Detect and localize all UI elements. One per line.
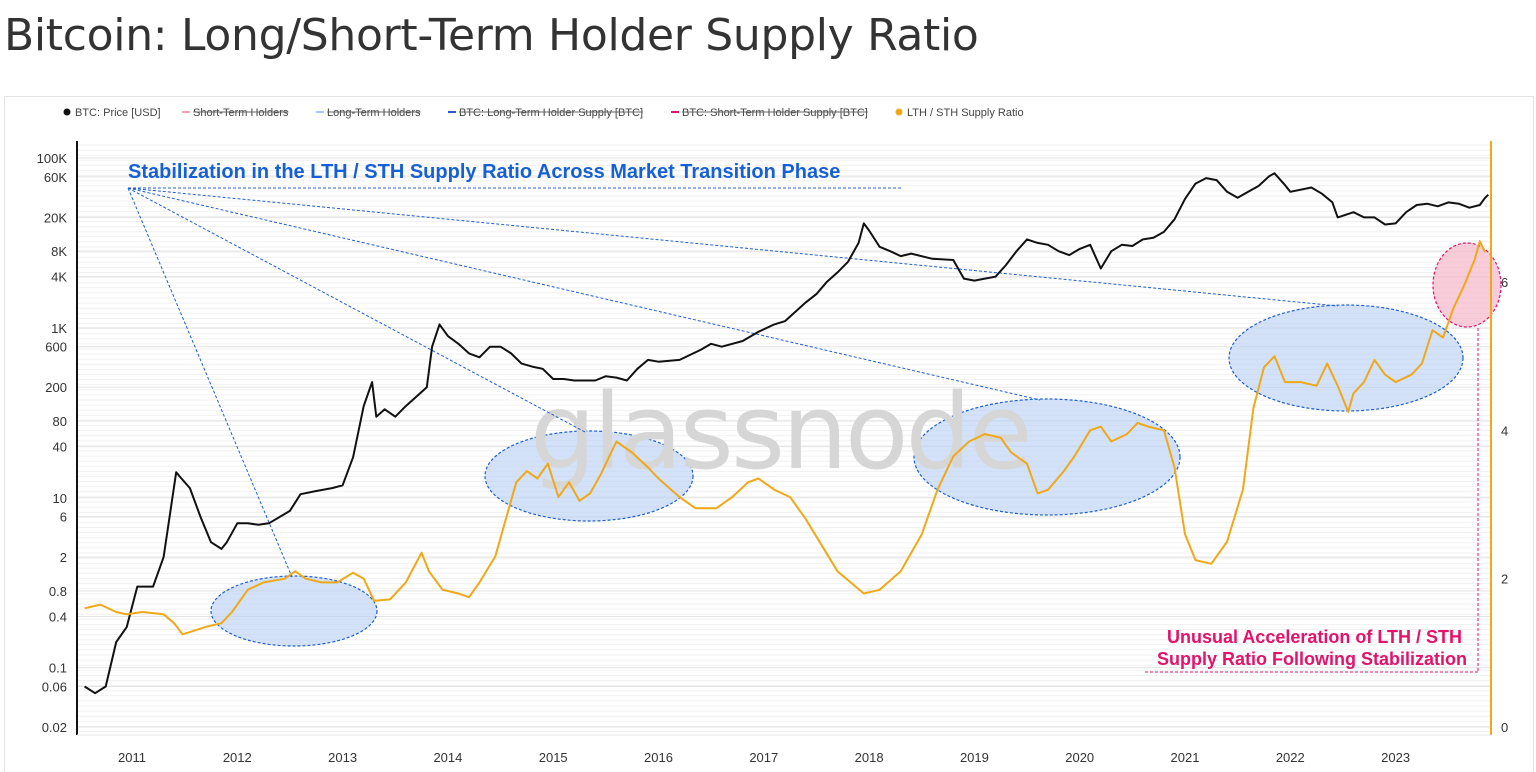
legend-item[interactable]: Short-Term Holders bbox=[182, 107, 289, 119]
x-tick-label: 2013 bbox=[328, 750, 357, 765]
highlight-ellipse-2023 bbox=[1432, 242, 1502, 328]
acceleration-annotation-line2: Supply Ratio Following Stabilization bbox=[1157, 649, 1467, 669]
pointer-line-2015 bbox=[127, 187, 586, 433]
left-tick-label: 6 bbox=[60, 510, 67, 525]
legend-marker-icon bbox=[895, 108, 903, 116]
left-tick-label: 2 bbox=[60, 550, 67, 565]
x-tick-label: 2022 bbox=[1276, 750, 1305, 765]
left-tick-label: 0.1 bbox=[49, 661, 67, 676]
left-tick-label: 80 bbox=[53, 414, 67, 429]
grid bbox=[78, 144, 1490, 732]
right-tick-label: 0 bbox=[1501, 720, 1508, 735]
pointer-line-2019 bbox=[127, 187, 1041, 401]
left-tick-label: 0.8 bbox=[49, 584, 67, 599]
highlight-ellipse-2012 bbox=[210, 575, 378, 647]
legend-label: LTH / STH Supply Ratio bbox=[907, 107, 1024, 119]
x-tick-label: 2021 bbox=[1171, 750, 1200, 765]
x-tick-label: 2017 bbox=[749, 750, 778, 765]
right-tick-label: 2 bbox=[1501, 572, 1508, 587]
x-tick-label: 2012 bbox=[223, 750, 252, 765]
legend-label: BTC: Short-Term Holder Supply [BTC] bbox=[682, 107, 868, 119]
x-tick-label: 2014 bbox=[433, 750, 462, 765]
annotation-pointer-lines bbox=[127, 187, 1339, 578]
x-tick-label: 2019 bbox=[960, 750, 989, 765]
x-tick-label: 2016 bbox=[644, 750, 673, 765]
legend-item[interactable]: BTC: Short-Term Holder Supply [BTC] bbox=[671, 107, 868, 119]
chart-frame bbox=[4, 96, 1534, 772]
axes bbox=[76, 141, 1492, 736]
right-axis-ticks: 0 2 4 6 bbox=[1501, 275, 1508, 735]
left-tick-label: 40 bbox=[53, 440, 67, 455]
pointer-line-2022 bbox=[127, 187, 1339, 307]
legend-item[interactable]: Long-Term Holders bbox=[316, 107, 421, 119]
left-tick-label: 100K bbox=[37, 151, 68, 166]
left-tick-label: 600 bbox=[45, 340, 67, 355]
watermark: glassnode bbox=[530, 371, 1030, 493]
x-tick-label: 2018 bbox=[855, 750, 884, 765]
legend-label: Long-Term Holders bbox=[327, 107, 421, 119]
x-axis-ticks: 2011 2012 2013 2014 2015 2016 2017 2018 2019 2020… bbox=[118, 750, 1410, 765]
legend-marker-icon bbox=[63, 108, 71, 116]
right-tick-label: 4 bbox=[1501, 423, 1508, 438]
x-tick-label: 2015 bbox=[539, 750, 568, 765]
legend-label: BTC: Long-Term Holder Supply [BTC] bbox=[459, 107, 643, 119]
left-tick-label: 200 bbox=[45, 380, 67, 395]
acceleration-annotation-line1: Unusual Acceleration of LTH / STH bbox=[1167, 627, 1462, 647]
legend-label: Short-Term Holders bbox=[193, 107, 289, 119]
left-tick-label: 60K bbox=[44, 170, 67, 185]
highlight-ellipse-2015 bbox=[484, 430, 694, 522]
legend-label: BTC: Price [USD] bbox=[75, 107, 161, 119]
page-title: Bitcoin: Long/Short-Term Holder Supply R… bbox=[4, 10, 979, 61]
x-tick-label: 2011 bbox=[118, 750, 146, 765]
legend-item[interactable]: LTH / STH Supply Ratio bbox=[895, 107, 1024, 119]
pointer-line-2012 bbox=[127, 187, 293, 578]
series-layer bbox=[84, 172, 1489, 695]
x-tick-label: 2023 bbox=[1381, 750, 1410, 765]
highlight-ellipse-2019 bbox=[913, 398, 1181, 516]
right-tick-label: 6 bbox=[1501, 275, 1508, 290]
left-tick-label: 8K bbox=[51, 244, 67, 259]
highlight-ellipse-2022 bbox=[1228, 304, 1464, 412]
stabilization-annotation: Stabilization in the LTH / STH Supply Ra… bbox=[128, 161, 840, 183]
left-axis-ticks: 100K 60K 20K 8K 4K 1K 600 200 80 40 10 6 2 0.8 0.4 0.1 0… bbox=[37, 151, 68, 735]
legend-item[interactable]: BTC: Price [USD] bbox=[63, 107, 161, 119]
acceleration-callout bbox=[1145, 328, 1479, 673]
left-tick-label: 1K bbox=[51, 321, 67, 336]
left-tick-label: 4K bbox=[51, 270, 67, 285]
left-tick-label: 10 bbox=[53, 491, 67, 506]
x-tick-label: 2020 bbox=[1065, 750, 1094, 765]
left-tick-label: 0.06 bbox=[42, 679, 67, 694]
left-tick-label: 0.4 bbox=[49, 609, 67, 624]
highlight-ellipses bbox=[210, 242, 1502, 647]
left-tick-label: 0.02 bbox=[42, 720, 67, 735]
price-series-line bbox=[84, 172, 1489, 695]
legend: BTC: Price [USD] Short-Term Holders Long-T… bbox=[63, 107, 1024, 119]
ratio-series-line bbox=[84, 240, 1487, 636]
legend-item[interactable]: BTC: Long-Term Holder Supply [BTC] bbox=[448, 107, 644, 119]
left-tick-label: 20K bbox=[44, 210, 67, 225]
